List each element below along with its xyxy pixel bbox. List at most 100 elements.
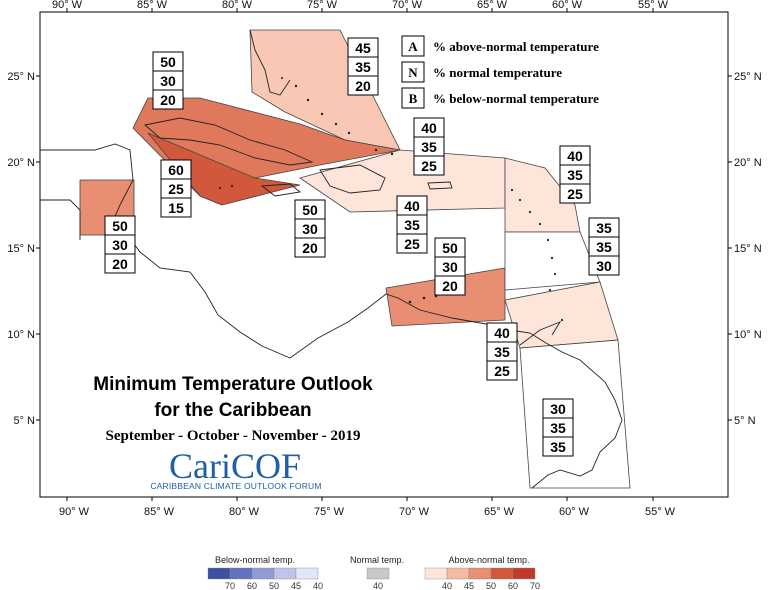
above-normal-value: 50 (302, 202, 318, 218)
scale-tick-label: 50 (486, 581, 496, 590)
cuba-coastline (144, 117, 314, 166)
lat-tick-right-10n: 10° N (734, 329, 762, 341)
probability-box: 35 35 30 (588, 217, 620, 276)
scale-swatch (273, 567, 297, 580)
lon-tick-top-80w: 80° W (222, 0, 253, 11)
small-islands (218, 77, 564, 322)
logo-underlay (148, 480, 324, 491)
caricof-logo: CariCOF CARIBBEAN CLIMATE OUTLOOK FORUM (148, 446, 324, 491)
lon-tick-top-70w: 70° W (392, 0, 423, 11)
probability-cell (559, 183, 591, 204)
above-normal-value: 50 (160, 54, 176, 70)
legend-key-n (401, 61, 425, 83)
probability-box: 60 25 15 (160, 159, 192, 218)
lon-tick-top-60w: 60° W (552, 0, 583, 11)
map-title-line1: Minimum Temperature Outlook (93, 374, 373, 395)
lat-tick-right-25n: 25° N (734, 71, 762, 83)
scale-tick-label: 40 (373, 581, 383, 590)
legend-key-n-text: % normal temperature (433, 65, 562, 80)
scale-tick-label: 40 (442, 581, 452, 590)
above-normal-value: 35 (596, 220, 612, 236)
above-normal-value: 40 (404, 198, 420, 214)
probability-box: 40 35 25 (413, 117, 445, 176)
probability-cell (160, 197, 192, 218)
probability-boxes: 45 35 20 50 30 20 60 25 15 50 30 20 50 30 20 40 35 25 40 35… (104, 37, 620, 457)
probability-cell (104, 253, 136, 274)
scale-swatch (490, 567, 514, 580)
above-normal-value: 40 (421, 120, 437, 136)
normal-value: 35 (596, 239, 612, 255)
below-normal-value: 20 (355, 78, 371, 94)
above-normal-value: 60 (168, 162, 184, 178)
tick-marks (36, 8, 732, 501)
scale-swatch (512, 567, 536, 580)
region-guianas (519, 339, 631, 489)
lat-tick-left-5n: 5° N (13, 415, 35, 427)
scale-swatch (229, 567, 253, 580)
legend-key-a-letter: A (408, 39, 418, 54)
lon-tick-top-75w: 75° W (307, 0, 338, 11)
lon-tick-top-55w: 55° W (638, 0, 669, 11)
probability-box: 30 35 35 (542, 398, 574, 457)
scale-above-label: Above-normal temp. (448, 555, 529, 565)
lon-tick-bottom-70w: 70° W (399, 506, 430, 518)
lat-tick-right-15n: 15° N (734, 243, 762, 255)
scale-tick-label: 60 (508, 581, 518, 590)
scale-swatch (446, 567, 470, 580)
normal-value: 35 (355, 59, 371, 75)
below-normal-value: 35 (550, 439, 566, 455)
probability-box: 40 35 25 (396, 195, 428, 254)
lon-tick-top-90w: 90° W (52, 0, 83, 11)
lat-tick-left-15n: 15° N (7, 243, 35, 255)
region-leeward (504, 157, 581, 233)
probability-box: 40 35 25 (559, 145, 591, 204)
scale-swatch (251, 567, 275, 580)
probability-cell (542, 436, 574, 457)
probability-legend: A % above-normal temperature N % normal … (401, 35, 599, 109)
below-normal-value: 25 (567, 186, 583, 202)
lon-tick-bottom-55w: 55° W (645, 506, 676, 518)
lon-tick-bottom-85w: 85° W (144, 506, 175, 518)
above-normal-value: 30 (550, 401, 566, 417)
lon-tick-bottom-80w: 80° W (229, 506, 260, 518)
below-normal-value: 20 (442, 278, 458, 294)
normal-value: 35 (550, 420, 566, 436)
normal-value: 30 (160, 73, 176, 89)
scale-normal-swatches: 40 (366, 567, 390, 590)
lat-tick-left-25n: 25° N (7, 71, 35, 83)
probability-cell (396, 233, 428, 254)
probability-cell (294, 237, 326, 258)
below-normal-value: 30 (596, 258, 612, 274)
probability-cell (413, 155, 445, 176)
scale-tick-label: 50 (269, 581, 279, 590)
scale-below-swatches: 70 60 50 45 40 (207, 567, 323, 590)
legend-key-a-text: % above-normal temperature (433, 39, 599, 54)
puerto-rico-coastline (427, 181, 453, 190)
lat-tick-left-10n: 10° N (7, 329, 35, 341)
logo-wordmark: CariCOF (169, 446, 301, 486)
scale-swatch (207, 567, 231, 580)
below-normal-value: 20 (160, 92, 176, 108)
scale-tick-label: 40 (313, 581, 323, 590)
normal-value: 35 (421, 139, 437, 155)
probability-box: 50 30 20 (152, 51, 184, 110)
scale-tick-label: 45 (291, 581, 301, 590)
scale-tick-label: 60 (247, 581, 257, 590)
lat-tick-right-5n: 5° N (734, 415, 756, 427)
probability-box: 50 30 20 (294, 199, 326, 258)
logo-subtitle: CARIBBEAN CLIMATE OUTLOOK FORUM (150, 481, 321, 491)
normal-value: 30 (112, 237, 128, 253)
probability-cell (486, 360, 518, 381)
scale-above-swatches: 40 45 50 60 70 (424, 567, 540, 590)
normal-value: 25 (168, 181, 184, 197)
lon-tick-bottom-75w: 75° W (314, 506, 345, 518)
above-normal-value: 40 (567, 148, 583, 164)
probability-box: 50 30 20 (434, 237, 466, 296)
probability-box: 45 35 20 (347, 37, 379, 96)
below-normal-value: 25 (404, 236, 420, 252)
scale-normal-label: Normal temp. (350, 555, 404, 565)
lon-tick-top-85w: 85° W (137, 0, 168, 11)
probability-box: 50 30 20 (104, 215, 136, 274)
mexico-border (40, 199, 81, 240)
